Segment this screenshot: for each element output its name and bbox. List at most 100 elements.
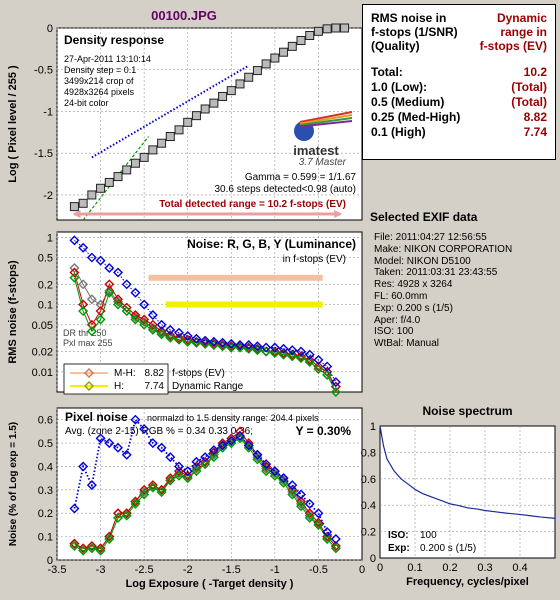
point-B xyxy=(330,377,341,388)
point-G xyxy=(69,272,80,283)
noise-luminance-panel: 1 0.5 0.2 0.1 0.05 0.02 0.01 RMS noise (f-stops… xyxy=(7,231,363,397)
density-point xyxy=(261,59,271,69)
point-B xyxy=(304,498,315,509)
point-B xyxy=(208,336,219,347)
y-tick-label: 1 xyxy=(370,421,376,433)
density-point xyxy=(78,198,88,208)
steps-text: 30.6 steps detected<0.98 (auto) xyxy=(215,184,357,195)
y-tick-label: -1.5 xyxy=(34,148,53,160)
exif-title: Selected EXIF data xyxy=(370,210,478,224)
y-tick-label: 0.02 xyxy=(32,347,53,359)
point-R xyxy=(165,473,176,484)
exif-line: Make: NIKON CORPORATION xyxy=(374,243,513,255)
point-G xyxy=(208,452,219,463)
point-R xyxy=(69,538,80,549)
y-tick-label: 0 xyxy=(47,555,53,567)
summary-row-label: 0.5 (Medium) xyxy=(371,95,445,109)
point-B xyxy=(261,459,272,470)
gamma-text: Gamma = 0.599 = 1/1.67 xyxy=(245,172,357,183)
exif-line: Model: NIKON D5100 xyxy=(374,255,471,267)
summary-row-value: (Total) xyxy=(511,80,547,94)
point-R xyxy=(269,346,280,357)
summary-row: Total: 10.2 xyxy=(371,65,547,80)
summary-row-label: Total: xyxy=(371,65,403,79)
point-B xyxy=(104,262,115,273)
x-tick-label: -2.5 xyxy=(135,564,154,576)
point-B xyxy=(147,438,158,449)
point-G xyxy=(322,533,333,544)
info-line: 4928x3264 pixels xyxy=(64,87,135,97)
density-point xyxy=(87,190,97,200)
logo-caption: 3.7 Master xyxy=(299,157,347,168)
density-point xyxy=(270,53,280,63)
point-B xyxy=(287,480,298,491)
legend-label: H: xyxy=(114,381,124,392)
summary-head-right-line: range in xyxy=(500,25,547,39)
point-G xyxy=(182,473,193,484)
legend-box xyxy=(63,363,169,395)
summary-head-left-line: f-stops (1/SNR) xyxy=(371,25,458,39)
y-tick-label: 0.2 xyxy=(38,279,53,291)
point-G xyxy=(261,346,272,357)
y-tick-label: 0.6 xyxy=(361,474,376,486)
point-R xyxy=(182,470,193,481)
density-point xyxy=(322,24,332,34)
summary-row-label: 0.25 (Med-High) xyxy=(371,110,461,124)
point-B xyxy=(322,526,333,537)
point-G xyxy=(113,512,123,523)
point-G xyxy=(121,510,132,521)
y-tick-label: 0.1 xyxy=(38,532,53,544)
point-Y xyxy=(69,262,80,273)
point-G xyxy=(287,489,298,500)
point-G xyxy=(95,314,106,325)
point-G xyxy=(147,324,158,335)
point-G xyxy=(147,482,158,493)
x-tick-label: 0.3 xyxy=(477,562,492,574)
logo-stripe xyxy=(299,120,353,128)
point-B xyxy=(130,414,141,425)
point-B xyxy=(313,508,324,519)
density-point xyxy=(165,132,175,142)
point-R xyxy=(78,299,89,310)
iso-label: ISO: xyxy=(388,530,409,541)
band-h xyxy=(165,301,323,308)
point-B xyxy=(322,361,333,372)
point-G xyxy=(182,336,193,347)
point-R xyxy=(226,433,237,444)
point-R xyxy=(313,361,324,372)
summary-row: 1.0 (Low): (Total) xyxy=(371,80,547,95)
logo-stripe xyxy=(299,117,353,126)
x-tick-label: -3 xyxy=(96,564,106,576)
spectrum-line xyxy=(379,425,556,519)
density-point xyxy=(183,117,193,127)
point-B xyxy=(269,466,280,477)
y-tick-label: 0 xyxy=(370,553,376,565)
exp-value: 0.200 s (1/5) xyxy=(420,543,476,554)
summary-head-left: RMS noise in f-stops (1/SNR) (Quality) xyxy=(371,11,458,53)
point-B xyxy=(69,235,80,246)
exp-label: Exp: xyxy=(388,543,410,554)
y-tick-label: -2 xyxy=(43,190,53,202)
density-point xyxy=(235,79,245,89)
density-point xyxy=(96,183,106,193)
summary-row-label: 1.0 (Low): xyxy=(371,80,427,94)
x-tick-label: -3.5 xyxy=(48,564,67,576)
summary-row-value: 8.82 xyxy=(523,110,547,124)
point-B xyxy=(78,461,89,472)
summary-row-value: (Total) xyxy=(511,95,547,109)
exif-line: Taken: 2011:03:31 23:43:55 xyxy=(374,267,498,279)
chart-title: Noise: R, G, B, Y (Luminance) xyxy=(187,237,356,251)
point-Y xyxy=(156,327,167,338)
point-G xyxy=(269,470,280,481)
imatest-logo: imatest xyxy=(293,111,353,158)
density-point xyxy=(279,47,289,57)
y-tick-label: 0.2 xyxy=(38,508,53,520)
y-tick-label: 0.4 xyxy=(361,500,376,512)
point-G xyxy=(95,545,106,556)
x-tick-label: 0 xyxy=(359,564,365,576)
iso-value: 100 xyxy=(420,530,437,541)
point-G xyxy=(330,543,341,554)
x-tick-label: -1.5 xyxy=(222,564,241,576)
point-R xyxy=(191,461,202,472)
